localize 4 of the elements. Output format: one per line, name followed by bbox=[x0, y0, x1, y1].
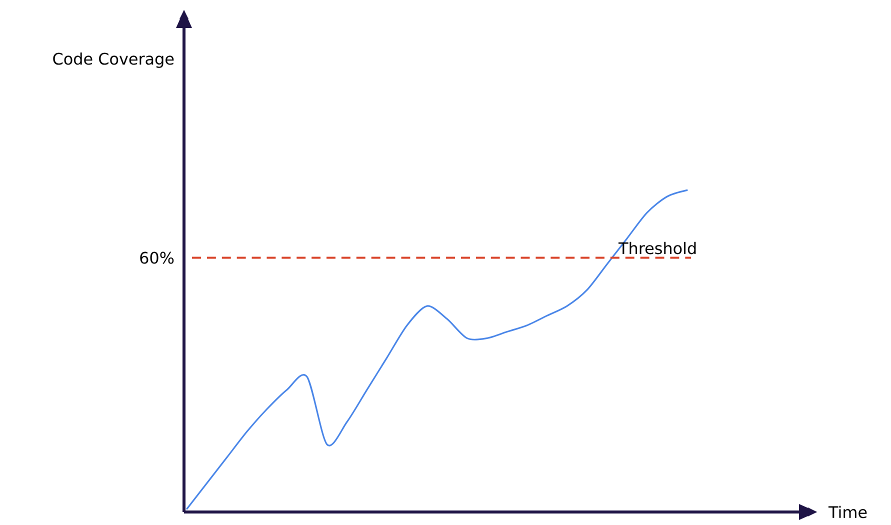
text: 60% bbox=[140, 252, 174, 264]
ref-line-label: Threshold bbox=[618, 242, 696, 254]
text: Time bbox=[828, 506, 867, 518]
text: Code Coverage bbox=[53, 52, 174, 68]
